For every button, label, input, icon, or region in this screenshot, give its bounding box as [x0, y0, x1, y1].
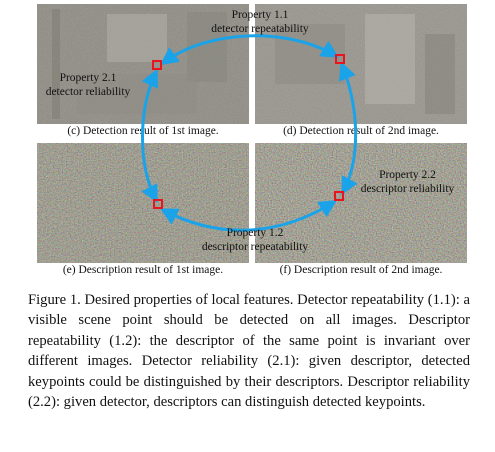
property-1-2-title: Property 1.2 [226, 227, 284, 239]
subcaption-e: (e) Description result of 1st image. [62, 264, 224, 276]
subcaption-d: (d) Detection result of 2nd image. [283, 125, 439, 137]
subcaption-f: (f) Description result of 2nd image. [279, 264, 443, 276]
description-image-2 [255, 143, 467, 263]
property-1-1-title: Property 1.1 [231, 9, 289, 21]
property-2-1-title: Property 2.1 [59, 72, 117, 84]
property-1-1-label: Property 1.1 detector repeatability [195, 8, 325, 36]
property-2-2-desc: descriptor reliability [360, 183, 455, 195]
property-2-1-desc: detector reliability [45, 86, 131, 98]
property-2-2-title: Property 2.2 [379, 169, 436, 181]
property-1-2-label: Property 1.2 descriptor repeatability [185, 226, 325, 254]
figure-caption: Figure 1. Desired properties of local fe… [28, 292, 470, 411]
subcaption-c: (c) Detection result of 1st image. [67, 125, 219, 137]
property-1-1-desc: detector repeatability [211, 23, 309, 35]
property-2-2-label: Property 2.2 descriptor reliability [350, 168, 465, 196]
property-1-2-desc: descriptor repeatability [201, 241, 309, 253]
property-2-1-label: Property 2.1 detector reliability [33, 71, 143, 99]
